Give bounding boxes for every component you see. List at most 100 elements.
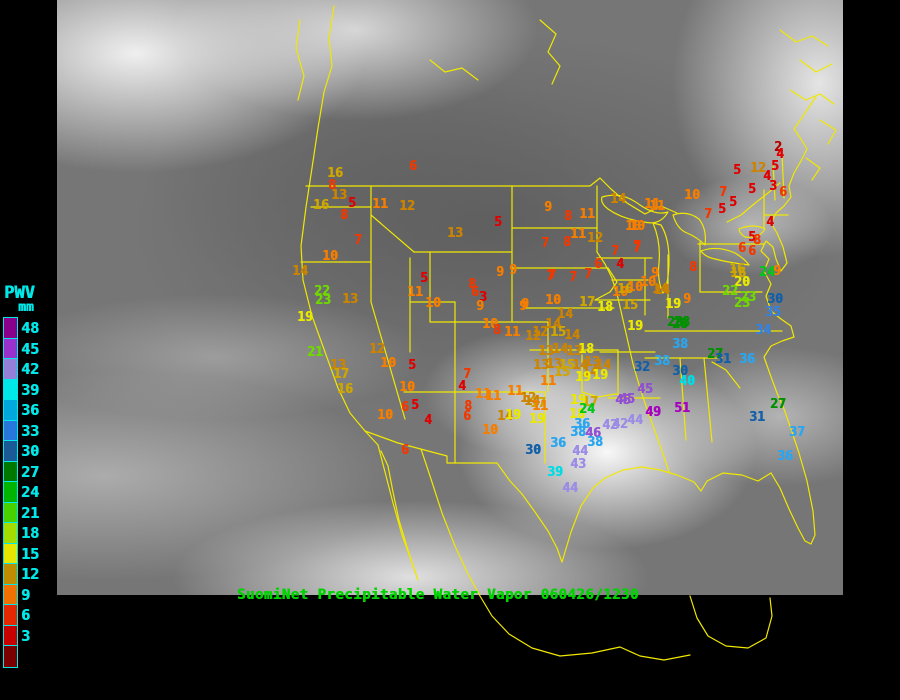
station-pwv-value: 34 [755, 322, 771, 338]
station-pwv-value: 5 [733, 162, 741, 178]
legend-color-swatch [3, 440, 18, 463]
legend-color-swatch [3, 358, 18, 381]
station-pwv-value: 11 [649, 198, 665, 214]
station-pwv-value: 46 [585, 425, 601, 441]
station-pwv-value: 16 [729, 261, 745, 277]
station-pwv-value: 45 [637, 381, 653, 397]
station-pwv-value: 11 [532, 398, 548, 414]
station-pwv-value: 8 [340, 207, 348, 223]
station-pwv-value: 17 [530, 395, 546, 411]
station-pwv-value: 44 [562, 480, 578, 496]
legend-color-swatch [3, 481, 18, 504]
station-pwv-value: 10 [629, 218, 645, 234]
legend-item: 21 [3, 501, 39, 524]
station-pwv-value: 7 [719, 184, 727, 200]
station-pwv-value: 23 [734, 295, 750, 311]
station-pwv-value: 15 [622, 297, 638, 313]
station-pwv-value: 6 [401, 399, 409, 415]
legend-value-label: 6 [21, 606, 31, 625]
legend-value-label: 42 [21, 360, 40, 379]
legend-item: 36 [3, 399, 39, 422]
station-pwv-value: 8 [493, 322, 501, 338]
station-pwv-value: 19 [297, 309, 313, 325]
station-pwv-value: 9 [544, 199, 552, 215]
station-pwv-value: 9 [521, 296, 529, 312]
station-pwv-value: 6 [409, 158, 417, 174]
station-pwv-value: 6 [748, 243, 756, 259]
station-pwv-value: 6 [463, 408, 471, 424]
legend-item: 9 [3, 583, 39, 606]
station-pwv-value: 11 [644, 196, 660, 212]
station-pwv-value: 45 [615, 392, 631, 408]
station-pwv-value: 11 [579, 206, 595, 222]
station-pwv-value: 13 [546, 356, 562, 372]
legend-item: 45 [3, 337, 39, 360]
station-pwv-value: 28 [672, 316, 688, 332]
station-pwv-value: 4 [458, 378, 466, 394]
station-pwv-value: 6 [738, 240, 746, 256]
station-pwv-value: 24 [759, 264, 775, 280]
station-pwv-value: 15 [550, 324, 566, 340]
legend-item: 30 [3, 440, 39, 463]
legend-scale: 48 45 42 39 36 33 30 27 24 21 18 15 12 9 6 3 [3, 317, 40, 668]
legend-item: 42 [3, 358, 40, 381]
station-pwv-value: 36 [777, 448, 793, 464]
legend-item: 15 [3, 542, 39, 565]
legend-color-swatch [3, 604, 18, 627]
station-pwv-value: 9 [773, 263, 781, 279]
station-pwv-value: 10 [482, 316, 498, 332]
legend-color-swatch [3, 624, 18, 647]
station-pwv-value: 10 [399, 379, 415, 395]
station-pwv-value: 11 [507, 383, 523, 399]
legend-color-swatch [3, 337, 18, 360]
station-pwv-value: 5 [494, 214, 502, 230]
station-pwv-value: 19 [505, 407, 521, 423]
station-pwv-value: 7 [633, 238, 641, 254]
legend-color-swatch [3, 542, 18, 565]
station-pwv-value: 8 [563, 234, 571, 250]
station-pwv-value: 30 [525, 442, 541, 458]
station-pwv-value: 5 [408, 357, 416, 373]
station-pwv-value: 5 [411, 397, 419, 413]
station-pwv-value: 5 [748, 181, 756, 197]
legend-unit: mm [18, 300, 34, 315]
station-pwv-value: 6 [471, 284, 479, 300]
station-pwv-value: 14 [582, 364, 598, 380]
station-pwv-value: 30 [767, 291, 783, 307]
station-pwv-value: 38 [587, 434, 603, 450]
station-pwv-value: 11 [475, 386, 491, 402]
station-pwv-value: 5 [718, 201, 726, 217]
legend-item: 39 [3, 378, 40, 401]
station-pwv-value: 45 [619, 391, 635, 407]
station-pwv-value: 8 [753, 232, 761, 248]
legend-color-swatch [3, 460, 18, 483]
legend-value-label: 39 [21, 380, 40, 399]
station-pwv-value: 4 [776, 146, 784, 162]
station-pwv-value: 15 [554, 364, 570, 380]
station-pwv-value: 9 [509, 262, 517, 278]
station-pwv-value: 18 [597, 299, 613, 315]
station-pwv-value: 14 [572, 357, 588, 373]
station-pwv-value: 32 [634, 359, 650, 375]
legend-color-swatch [3, 645, 18, 668]
legend-color-swatch [3, 317, 18, 340]
station-pwv-value: 19 [627, 318, 643, 334]
station-pwv-value: 19 [592, 367, 608, 383]
station-pwv-value: 31 [715, 351, 731, 367]
station-pwv-value: 27 [770, 396, 786, 412]
station-pwv-value: 14 [497, 408, 513, 424]
image-title: SuomiNet Precipitable Water Vapor 060426… [237, 587, 639, 603]
station-pwv-value: 11 [485, 388, 501, 404]
station-pwv-value: 9 [476, 298, 484, 314]
station-pwv-value: 14 [524, 393, 540, 409]
station-pwv-value: 5 [729, 194, 737, 210]
station-pwv-value: 11 [570, 226, 586, 242]
station-pwv-value: 7 [548, 267, 556, 283]
station-pwv-value: 7 [569, 269, 577, 285]
station-pwv-value: 18 [569, 406, 585, 422]
station-pwv-value: 10 [380, 355, 396, 371]
station-pwv-value: 16 [337, 381, 353, 397]
station-pwv-value: 10 [377, 407, 393, 423]
station-pwv-value: 9 [683, 291, 691, 307]
